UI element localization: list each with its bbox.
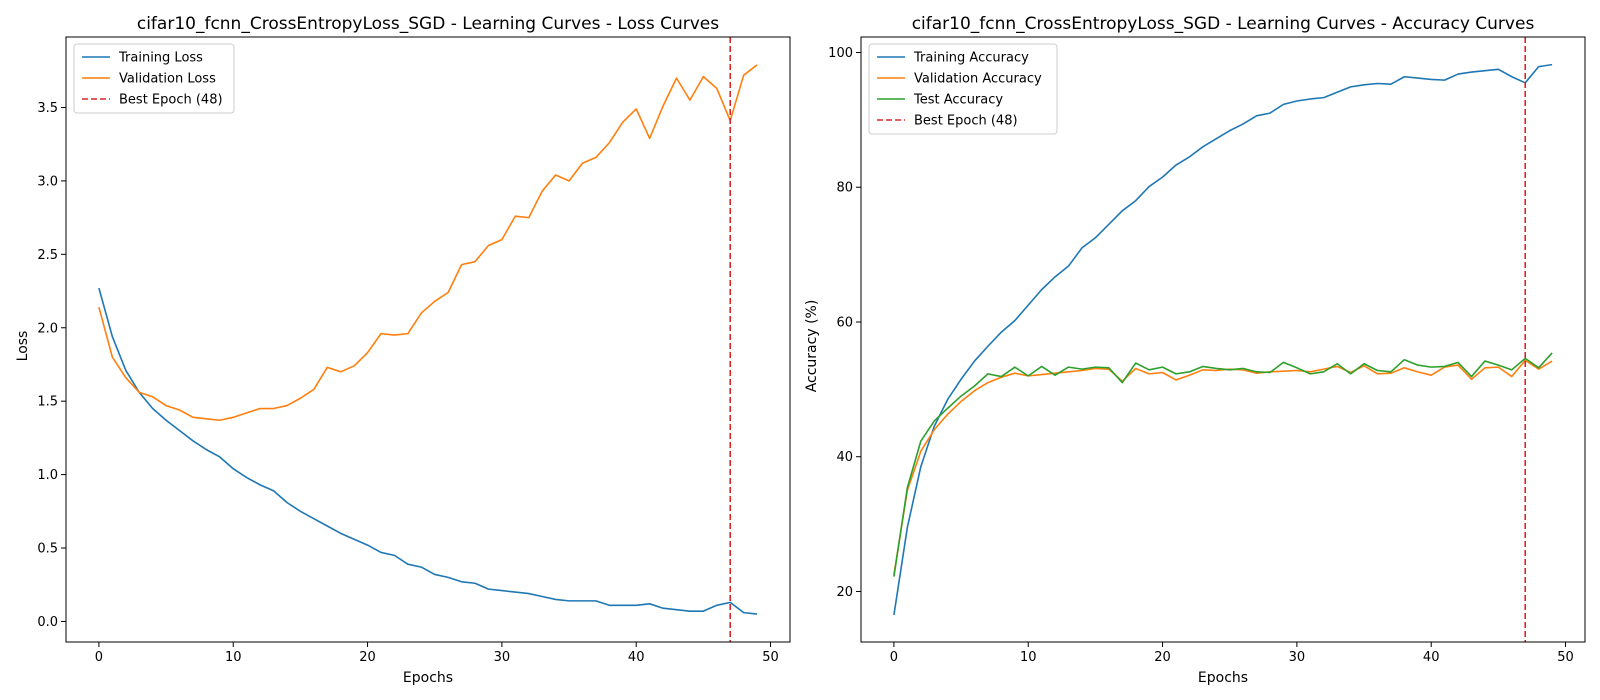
accuracy-x-tick-label: 10 bbox=[1020, 650, 1037, 665]
accuracy-y-tick-label: 20 bbox=[836, 585, 853, 600]
loss-y-tick-label: 1.5 bbox=[37, 395, 58, 410]
loss-y-tick-label: 2.0 bbox=[37, 321, 58, 336]
accuracy-legend-label: Test Accuracy bbox=[913, 93, 1003, 108]
loss-y-tick-label: 1.0 bbox=[37, 468, 58, 483]
accuracy-chart-title: cifar10_fcnn_CrossEntropyLoss_SGD - Lear… bbox=[912, 14, 1535, 34]
accuracy-x-axis-label: Epochs bbox=[1198, 670, 1248, 686]
loss-plot-area: 0 10 20 30 40 50 0.0 0.5 1.0 1.5 2.0 2.5 3.0 3.5 Train… bbox=[37, 36, 791, 665]
accuracy-legend-label: Training Accuracy bbox=[913, 51, 1029, 66]
loss-legend-label: Validation Loss bbox=[119, 72, 216, 87]
loss-y-tick-label: 0.5 bbox=[37, 542, 58, 557]
loss-x-tick-label: 20 bbox=[359, 650, 376, 665]
loss-y-axis-label: Loss bbox=[15, 331, 31, 362]
accuracy-x-tick-label: 20 bbox=[1154, 650, 1171, 665]
accuracy-y-axis-label: Accuracy (%) bbox=[804, 300, 820, 393]
accuracy-series-training-accuracy bbox=[893, 63, 1553, 616]
loss-legend-label: Training Loss bbox=[118, 51, 203, 66]
accuracy-plot-area: 0 10 20 30 40 50 20 40 60 80 100 Training Accuracy V… bbox=[828, 36, 1586, 665]
accuracy-series-validation-accuracy bbox=[893, 359, 1553, 575]
loss-y-tick-label: 0.0 bbox=[37, 615, 58, 630]
accuracy-x-tick-label: 50 bbox=[1557, 650, 1574, 665]
accuracy-x-tick-label: 30 bbox=[1289, 650, 1306, 665]
loss-plot-frame bbox=[65, 36, 791, 643]
loss-legend-box bbox=[73, 43, 235, 114]
loss-y-tick-label: 3.0 bbox=[37, 174, 58, 189]
accuracy-y-tick-label: 40 bbox=[836, 450, 853, 465]
loss-legend: Training Loss Validation Loss Best Epoch (… bbox=[73, 43, 235, 114]
accuracy-x-tick-label: 40 bbox=[1423, 650, 1440, 665]
accuracy-y-tick-label: 60 bbox=[836, 315, 853, 330]
accuracy-y-tick-label: 100 bbox=[828, 46, 853, 61]
loss-x-axis-label: Epochs bbox=[403, 670, 453, 686]
loss-chart-title: cifar10_fcnn_CrossEntropyLoss_SGD - Lear… bbox=[137, 14, 719, 34]
loss-x-tick-label: 50 bbox=[762, 650, 779, 665]
loss-series-training-loss bbox=[98, 287, 758, 615]
accuracy-y-tick-label: 80 bbox=[836, 181, 853, 196]
loss-x-tick-label: 30 bbox=[494, 650, 511, 665]
accuracy-plot-frame bbox=[860, 36, 1586, 643]
loss-chart: cifar10_fcnn_CrossEntropyLoss_SGD - Lear… bbox=[15, 14, 791, 686]
accuracy-legend-box bbox=[868, 43, 1058, 135]
accuracy-x-tick-label: 0 bbox=[890, 650, 898, 665]
loss-legend-label: Best Epoch (48) bbox=[119, 93, 223, 108]
loss-x-tick-label: 10 bbox=[225, 650, 242, 665]
loss-y-tick-label: 3.5 bbox=[37, 101, 58, 116]
loss-series-validation-loss bbox=[98, 64, 758, 422]
accuracy-series-test-accuracy bbox=[893, 352, 1553, 577]
accuracy-legend-label: Best Epoch (48) bbox=[914, 114, 1018, 129]
accuracy-legend: Training Accuracy Validation Accuracy Test… bbox=[868, 43, 1058, 135]
loss-y-tick-label: 2.5 bbox=[37, 248, 58, 263]
loss-x-tick-label: 40 bbox=[628, 650, 645, 665]
loss-x-tick-label: 0 bbox=[95, 650, 103, 665]
accuracy-chart: cifar10_fcnn_CrossEntropyLoss_SGD - Lear… bbox=[804, 14, 1586, 686]
accuracy-legend-label: Validation Accuracy bbox=[914, 72, 1042, 87]
